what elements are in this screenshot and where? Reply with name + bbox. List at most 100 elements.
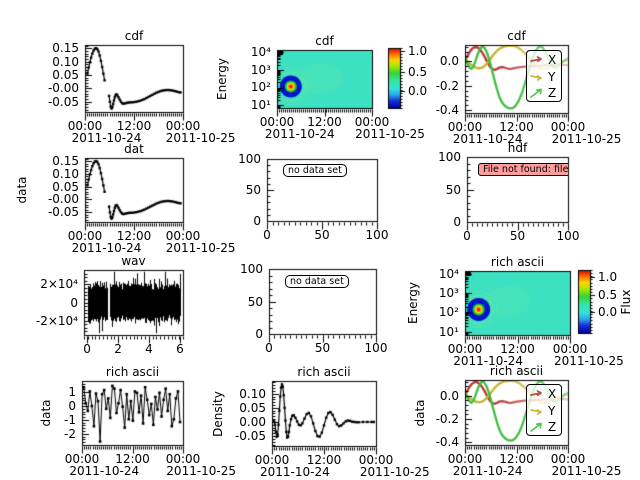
axis-tick-label: 0	[463, 229, 471, 243]
axis-tick-label: 0.05	[239, 400, 266, 415]
axis-tick-label: 50	[314, 228, 330, 242]
axis-date-label: 2011-10-25	[355, 127, 425, 141]
axis-tick-label: 0.05	[52, 68, 79, 83]
plot-area-richascii-series[interactable]	[82, 381, 183, 445]
badge-clip: no data set	[269, 269, 376, 334]
plot-area-cdf-vector[interactable]	[465, 45, 568, 113]
axis-tick-label: 50	[247, 294, 263, 309]
colorbar-tick-label: 1.0	[598, 269, 618, 284]
legend-arrow-x-icon	[530, 390, 542, 397]
axis-tick-label: 12:00	[116, 119, 152, 133]
axis-date-label: 2011-10-24	[452, 132, 523, 146]
axis-tick-label: -0.2	[435, 412, 459, 426]
panel-title: rich ascii	[490, 255, 545, 269]
badge-clip: File not found: file:///v	[467, 157, 568, 222]
axis-tick-label: 0	[83, 342, 91, 356]
axis-tick-label: 4	[145, 342, 153, 356]
legend-entry: Z	[530, 419, 559, 436]
colorbar-tick-label: 0.5	[598, 288, 618, 303]
axis-tick-label: 0.10	[52, 166, 79, 181]
axis-tick-label: 00:00	[64, 452, 100, 466]
colorbar-tick-label: 0.0	[598, 304, 618, 319]
legend-arrow-y-icon	[530, 74, 542, 81]
axis-tick-label: 100	[240, 262, 263, 276]
axis-tick-label: -2	[64, 426, 76, 441]
axis-tick-label: -0.4	[435, 435, 459, 450]
axis-date-label: 2011-10-25	[165, 241, 236, 255]
legend-label: Y	[548, 69, 556, 84]
axis-tick-label: 100	[438, 150, 461, 164]
plot-area-empty-2[interactable]	[269, 269, 376, 334]
legend-entry: X	[530, 52, 559, 69]
axis-tick-label: 00:00	[254, 453, 290, 467]
axis-tick-label: 50	[245, 183, 261, 197]
axis-tick-label: 00:00	[550, 120, 586, 134]
axis-tick-label: 00:00	[67, 119, 103, 133]
axis-tick-label: 00:00	[165, 229, 201, 243]
axis-tick-label: 00:00	[447, 342, 483, 356]
axis-tick-label: 10²	[250, 80, 271, 95]
legend-arrow-y-icon	[530, 408, 542, 415]
plot-area-cdf-spectrogram[interactable]	[277, 50, 372, 108]
axis-tick-label: 0	[263, 228, 271, 242]
plot-area-empty-1[interactable]	[267, 159, 377, 221]
axis-tick-label: 2	[114, 342, 122, 356]
axis-tick-label: 10⁴	[250, 45, 271, 60]
colorbar-title: Flux	[619, 289, 633, 314]
plot-area-richascii-density[interactable]	[272, 381, 376, 446]
axis-date-label: 2011-10-25	[551, 132, 622, 146]
panel-title: rich ascii	[297, 365, 351, 379]
legend-label: Z	[548, 420, 557, 435]
badge-clip: no data set	[267, 159, 377, 221]
axis-tick-label: 100	[556, 229, 580, 243]
axis-tick-label: 0.15	[52, 41, 79, 56]
y-axis-label: Energy	[215, 57, 229, 101]
legend-arrow-z-icon	[530, 88, 542, 99]
axis-tick-label: -0.00	[47, 81, 79, 96]
axis-tick-label: 10²	[438, 305, 459, 320]
axis-tick-label: 0.0	[439, 388, 459, 403]
axis-tick-label: 50	[314, 341, 331, 355]
axis-tick-label: -0.05	[47, 94, 79, 109]
legend-entry: Y	[530, 403, 559, 420]
axis-tick-label: 12:00	[499, 120, 534, 134]
no-data-badge: no data set	[283, 164, 347, 177]
axis-date-label: 2011-10-24	[452, 464, 523, 478]
colorbar-tick-label: 1.0	[408, 44, 428, 58]
plot-area-wav[interactable]	[84, 270, 183, 335]
axis-tick-label: 00:00	[165, 452, 201, 466]
axis-tick-label: 1	[68, 385, 76, 400]
axis-date-label: 2011-10-24	[453, 354, 523, 368]
axis-tick-label: 00:00	[550, 452, 586, 466]
plot-area-hdf[interactable]	[467, 157, 568, 222]
axis-date-label: 2011-10-25	[165, 131, 236, 145]
axis-tick-label: -2×10⁴	[35, 313, 78, 328]
axis-tick-label: -0.05	[47, 205, 79, 220]
axis-date-label: 2011-10-24	[264, 127, 335, 141]
axis-tick-label: 0	[253, 214, 261, 228]
axis-date-label: 2011-10-25	[359, 465, 430, 479]
axis-tick-label: -0.00	[47, 192, 79, 207]
axis-tick-label: 0	[255, 327, 263, 341]
panel-title: cdf	[507, 29, 526, 43]
legend-entry: Z	[530, 85, 559, 102]
legend-entry: X	[530, 386, 559, 403]
axis-tick-label: 2×10⁴	[40, 277, 78, 292]
legend-arrow-z-icon	[530, 422, 542, 433]
axis-tick-label: 12:00	[499, 452, 534, 466]
colorbar-tick-label: 0.0	[408, 83, 428, 98]
axis-tick-label: 0	[70, 295, 78, 310]
plot-area-dat[interactable]	[85, 158, 183, 222]
axis-tick-label: 12:00	[116, 229, 152, 243]
axis-tick-label: 50	[509, 229, 526, 243]
plot-area-cdf-line[interactable]	[85, 45, 183, 112]
plot-area-richascii-spectrogram[interactable]	[465, 271, 570, 335]
axis-tick-label: 12:00	[307, 115, 342, 129]
axis-tick-label: 50	[445, 182, 461, 197]
plot-area-richascii-vector[interactable]	[465, 380, 568, 445]
axis-tick-label: 0	[265, 341, 273, 355]
legend-label: X	[548, 387, 557, 402]
axis-tick-label: 10¹	[438, 324, 459, 339]
